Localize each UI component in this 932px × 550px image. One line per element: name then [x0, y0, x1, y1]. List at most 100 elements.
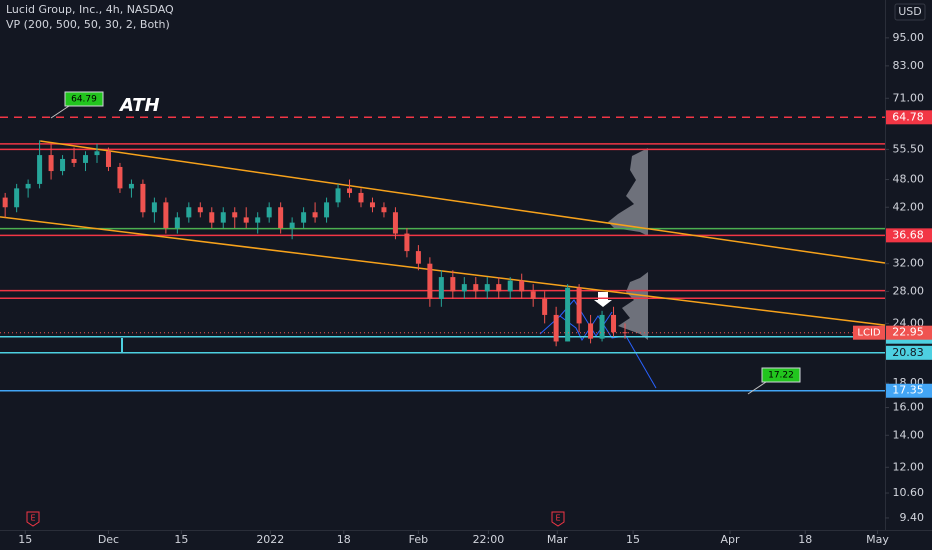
candle-body [427, 263, 433, 299]
candles [2, 140, 628, 347]
annotation-text: ATH [118, 95, 160, 116]
y-tick-label: 16.00 [893, 401, 925, 414]
price-label: 22.95 [892, 326, 924, 339]
earnings-icon[interactable]: E [26, 511, 40, 527]
candle-body [438, 277, 444, 299]
candle-body [128, 183, 134, 189]
candle-body [105, 151, 111, 167]
candle-body [473, 284, 479, 292]
y-tick-label: 48.00 [893, 173, 925, 186]
candle-body [2, 197, 8, 208]
trendline [40, 140, 886, 264]
candle-body [117, 166, 123, 189]
volume-profile [608, 148, 648, 340]
svg-text:E: E [30, 514, 35, 523]
candle-body [140, 183, 146, 213]
candle-body [186, 207, 192, 218]
annotation-pointer [50, 105, 70, 119]
candle-body [71, 158, 77, 163]
price-label: 20.83 [892, 346, 924, 359]
indicator-label: VP (200, 500, 50, 30, 2, Both) [6, 18, 170, 31]
svg-text:E: E [555, 514, 560, 523]
y-tick-label: 14.00 [893, 428, 925, 441]
earnings-icon[interactable]: E [551, 511, 565, 527]
candle-body [599, 314, 605, 339]
candle-body [496, 284, 502, 292]
price-label: 36.68 [892, 228, 924, 241]
x-tick-label: 15 [174, 533, 188, 546]
candle-body [232, 212, 238, 218]
price-label: 64.78 [892, 110, 924, 123]
candle-body [243, 217, 249, 223]
candle-body [278, 207, 284, 229]
y-tick-label: 83.00 [893, 59, 925, 72]
annotation-label: 64.79 [71, 95, 97, 105]
y-tick-label: 9.40 [900, 511, 925, 524]
candle-body [163, 202, 169, 229]
x-tick-label: 15 [626, 533, 640, 546]
candle-body [209, 212, 215, 223]
candle-body [553, 314, 559, 342]
y-tick-label: 95.00 [893, 31, 925, 44]
annotation-pointer [747, 381, 767, 395]
y-tick-label: 71.00 [893, 91, 925, 104]
x-tick-label: 22:00 [473, 533, 505, 546]
currency-box[interactable] [894, 3, 926, 21]
candle-body [358, 192, 364, 203]
candle-body [60, 158, 66, 172]
price-label: 17.35 [892, 384, 924, 397]
candle-body [14, 188, 20, 208]
x-tick-label: Mar [547, 533, 568, 546]
price-label-box [886, 383, 932, 398]
candle-body [392, 212, 398, 234]
annotation-label: 17.22 [768, 371, 794, 381]
candle-body [542, 298, 548, 315]
candle-body [369, 202, 375, 208]
currency-label[interactable]: USD [898, 5, 922, 18]
y-tick-label: 55.50 [893, 142, 925, 155]
candle-body [324, 202, 330, 218]
x-tick-label: Feb [409, 533, 428, 546]
trendline [0, 216, 886, 326]
candle-body [381, 207, 387, 213]
x-tick-label: 15 [18, 533, 32, 546]
candle-body [530, 291, 536, 299]
annotation-box [761, 367, 801, 383]
candle-body [484, 284, 490, 292]
candle-body [519, 280, 525, 292]
x-tick-label: 18 [798, 533, 812, 546]
y-tick-label: 10.60 [893, 486, 925, 499]
y-tick-label: 42.00 [893, 200, 925, 213]
x-tick-label: 18 [337, 533, 351, 546]
price-label-box [886, 110, 932, 125]
candle-body [335, 188, 341, 203]
candle-body [565, 287, 571, 342]
chart-title: Lucid Group, Inc., 4h, NASDAQ [6, 3, 174, 16]
candle-body [37, 155, 43, 184]
y-tick-label: 28.00 [893, 284, 925, 297]
candle-body [312, 212, 318, 218]
candle-body [255, 217, 261, 223]
price-label-box [886, 228, 932, 243]
candle-body [151, 202, 157, 213]
candle-body [266, 207, 272, 218]
candle-body [588, 323, 594, 339]
candle-body [25, 183, 31, 189]
candle-body [289, 222, 295, 229]
candle-body [174, 217, 180, 229]
candle-body [507, 280, 513, 292]
candle-body [301, 212, 307, 223]
candle-body [48, 155, 54, 172]
candle-body [94, 151, 100, 156]
price-label-box [886, 345, 932, 360]
annotation-box [64, 91, 104, 107]
x-tick-label: 2022 [256, 533, 284, 546]
candle-body [404, 233, 410, 252]
candle-body [622, 332, 628, 334]
candle-body [450, 277, 456, 292]
candle-body [197, 207, 203, 213]
candle-body [576, 287, 582, 324]
